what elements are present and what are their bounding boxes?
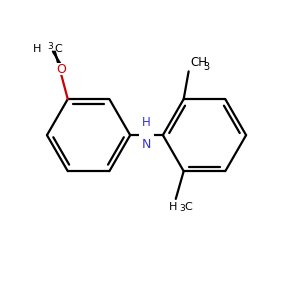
- Text: 3: 3: [47, 42, 53, 51]
- Text: CH: CH: [190, 56, 208, 69]
- Text: H: H: [142, 116, 151, 129]
- Polygon shape: [54, 63, 66, 75]
- Text: N: N: [142, 138, 151, 151]
- Text: C: C: [54, 44, 62, 54]
- Polygon shape: [139, 120, 154, 140]
- Text: 3: 3: [203, 62, 210, 72]
- Text: C: C: [185, 202, 192, 212]
- Text: H: H: [169, 202, 178, 212]
- Text: 3: 3: [180, 204, 185, 213]
- Text: O: O: [56, 63, 66, 76]
- Text: H: H: [33, 44, 41, 54]
